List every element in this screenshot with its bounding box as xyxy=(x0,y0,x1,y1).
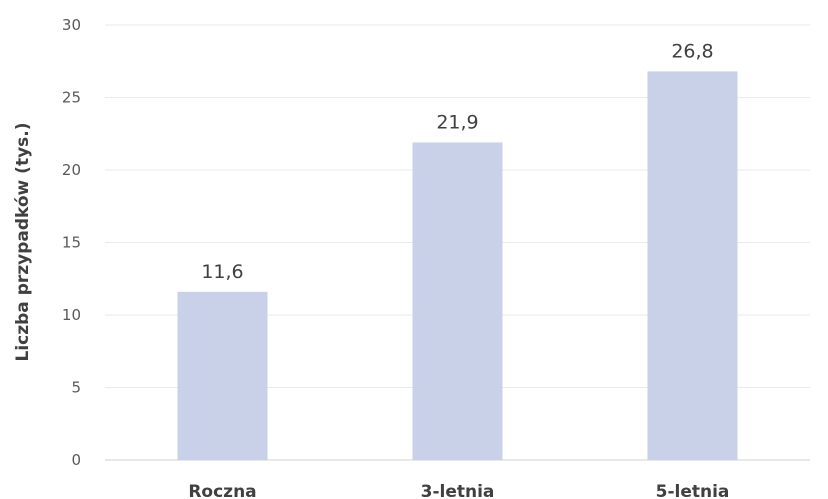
data-labels: 11,6 21,9 26,8 xyxy=(201,40,713,282)
bar-roczna xyxy=(177,291,268,460)
y-tick-label: 25 xyxy=(62,89,81,107)
x-category-label: 3-letnia xyxy=(421,482,495,499)
x-category-label: 5-letnia xyxy=(656,482,730,499)
y-axis-ticks: 0 5 10 15 20 25 30 xyxy=(62,16,81,469)
data-label: 21,9 xyxy=(436,111,478,133)
x-category-label: Roczna xyxy=(188,482,256,499)
bars xyxy=(177,71,738,461)
bar-3-letnia xyxy=(412,142,503,460)
y-tick-label: 15 xyxy=(62,234,81,252)
y-tick-label: 30 xyxy=(62,16,81,34)
y-tick-label: 10 xyxy=(62,306,81,324)
y-tick-label: 0 xyxy=(71,451,81,469)
bar-5-letnia xyxy=(647,71,738,461)
y-tick-label: 20 xyxy=(62,161,81,179)
data-label: 11,6 xyxy=(201,261,243,283)
x-axis-categories: Roczna 3-letnia 5-letnia xyxy=(188,482,729,499)
y-tick-label: 5 xyxy=(71,379,81,397)
y-axis-title: Liczba przypadków (tys.) xyxy=(13,122,33,361)
data-label: 26,8 xyxy=(671,40,713,62)
